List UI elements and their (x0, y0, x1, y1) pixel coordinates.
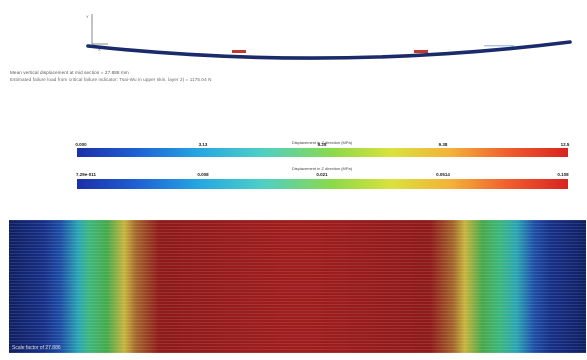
displacement-info: Mean vertical displacement at mid sectio… (10, 70, 129, 75)
deflection-view: Y X (84, 6, 574, 68)
axis-glyph: X (98, 47, 101, 52)
load-point-right (414, 50, 428, 53)
legend-top-tick: 12.5 (560, 142, 570, 147)
color-scale-bar-bottom (77, 179, 568, 189)
legend-top-tick: 0.000 (75, 142, 87, 147)
axis-glyph: Y (86, 14, 89, 19)
legend-bottom-title: Displacement in Z direction (MPa) (291, 166, 353, 171)
beam-highlight (484, 45, 514, 47)
legend-top-title: Displacement in Z direction (MPa) (291, 140, 353, 145)
scale-factor-caption: Scale factor of 27.886 (12, 345, 61, 351)
stress-contour-field (9, 220, 586, 353)
legend-bottom-tick: 0.008 (197, 172, 209, 177)
legend-top-tick: 3.13 (198, 142, 208, 147)
legend-bottom-tick: 0.108 (557, 172, 569, 177)
load-point-left (232, 50, 246, 53)
legend-bottom-tick: 7.29e-011 (75, 172, 97, 177)
legend-bottom-tick: 0.0514 (436, 172, 450, 177)
color-scale-bar-top (77, 148, 568, 157)
beam-deflection-plot: Y X (86, 14, 572, 60)
legend-bottom-tick: 0.021 (316, 172, 328, 177)
legend-top-tick: 6.25 (317, 142, 327, 147)
legend-top-tick: 9.38 (438, 142, 448, 147)
beam-deformed (86, 40, 572, 60)
failure-load-info: Estimated failure load from critical fai… (10, 77, 212, 82)
